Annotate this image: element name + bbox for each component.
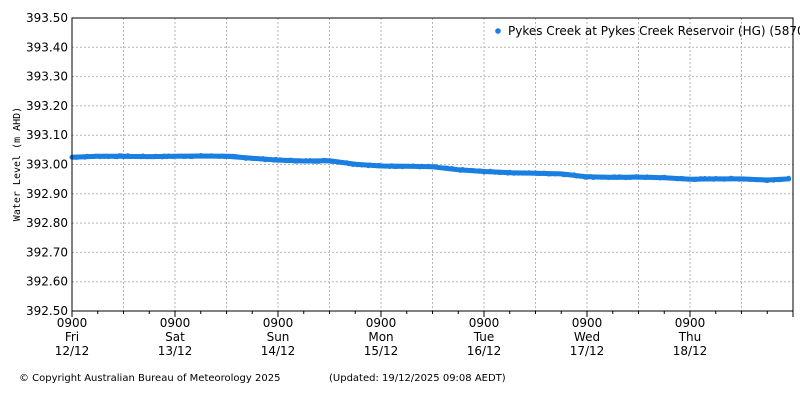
x-tick-label: 0900	[572, 316, 603, 330]
x-tick-label: 15/12	[364, 344, 399, 358]
legend: Pykes Creek at Pykes Creek Reservoir (HG…	[495, 24, 800, 38]
copyright-text: © Copyright Australian Bureau of Meteoro…	[19, 373, 281, 384]
x-tick-label: 14/12	[261, 344, 296, 358]
x-tick-label: Thu	[678, 330, 702, 344]
y-tick-label: 393.30	[26, 70, 68, 84]
data-point	[786, 175, 791, 181]
x-tick-label: 17/12	[570, 344, 605, 358]
x-tick-label: Sun	[267, 330, 290, 344]
x-tick-label: Fri	[65, 330, 79, 344]
x-tick-label: 13/12	[158, 344, 193, 358]
y-tick-label: 392.90	[26, 187, 68, 201]
series-layer	[69, 153, 792, 184]
y-tick-label: 392.50	[26, 304, 68, 318]
x-tick-label: 12/12	[55, 344, 90, 358]
y-tick-label: 393.20	[26, 99, 68, 113]
y-tick-label: 393.10	[26, 128, 68, 142]
y-axis-ticks: 393.50 393.40 393.30 393.20 393.10 393.00 392.…	[26, 11, 68, 318]
x-tick-label: 0900	[675, 316, 706, 330]
updated-timestamp: (Updated: 19/12/2025 09:08 AEDT)	[329, 373, 506, 384]
legend-entry: Pykes Creek at Pykes Creek Reservoir (HG…	[508, 24, 800, 38]
x-tick-label: 0900	[469, 316, 500, 330]
x-tick-label: 0900	[57, 316, 88, 330]
y-tick-label: 392.60	[26, 275, 68, 289]
y-tick-label: 392.70	[26, 245, 68, 259]
y-axis-label: Water Level (m AHD)	[12, 107, 23, 221]
y-tick-label: 392.80	[26, 216, 68, 230]
y-tick-label: 393.50	[26, 11, 68, 25]
legend-marker	[495, 28, 501, 34]
x-tick-label: 16/12	[467, 344, 502, 358]
x-tick-label: Sat	[165, 330, 185, 344]
x-tick-label: Mon	[368, 330, 393, 344]
x-tick-label: Wed	[574, 330, 600, 344]
x-tick-label: 18/12	[673, 344, 708, 358]
y-tick-label: 393.40	[26, 40, 68, 54]
x-axis-ticks: 0900Fri12/120900Sat13/120900Sun14/120900…	[55, 311, 794, 358]
x-tick-label: Tue	[473, 330, 495, 344]
x-tick-label: 0900	[366, 316, 397, 330]
x-tick-label: 0900	[160, 316, 191, 330]
y-tick-label: 393.00	[26, 158, 68, 172]
x-tick-label: 0900	[263, 316, 294, 330]
